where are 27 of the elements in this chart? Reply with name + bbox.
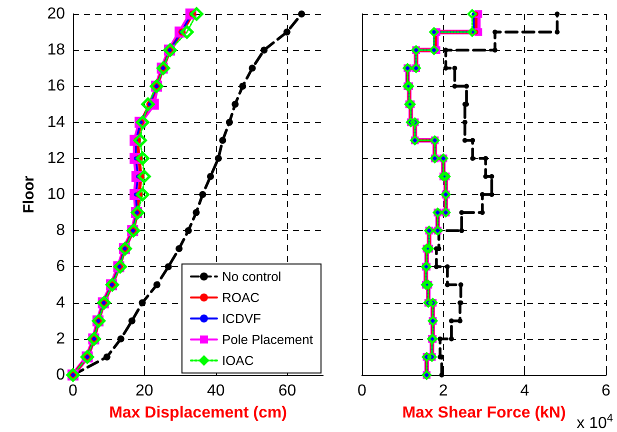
y-tick-label: 14 [47, 114, 66, 131]
y-axis-title: Floor [20, 176, 38, 214]
x-axis-title: Max Shear Force (kN) [402, 404, 566, 422]
y-tick-label: 16 [47, 78, 66, 95]
x-tick-label: 2 [438, 382, 448, 400]
y-tick-label: 10 [47, 186, 66, 203]
x-tick-label: 20 [136, 382, 154, 400]
y-tick-label: 0 [56, 366, 66, 384]
x-tick-label: 0 [68, 382, 78, 400]
x-axis-title: Max Displacement (cm) [109, 404, 287, 422]
y-tick-label: 8 [56, 222, 66, 240]
x-tick-label: 6 [602, 382, 611, 400]
legend-label: IOAC [222, 353, 254, 368]
y-tick-label: 4 [56, 294, 66, 312]
y-tick-label: 18 [47, 42, 66, 59]
x-tick-label: 0 [358, 382, 367, 400]
y-tick-label: 20 [47, 6, 66, 22]
legend-label: ROAC [222, 290, 260, 305]
y-tick-label: 12 [47, 150, 66, 167]
y-tick-label: 2 [56, 330, 66, 348]
y-tick-label: 6 [56, 258, 66, 276]
x-tick-label: 60 [278, 382, 296, 400]
legend-label: Pole Placement [222, 332, 314, 347]
legend-label: No control [222, 269, 282, 284]
legend-label: ICDVF [222, 311, 262, 326]
x-tick-label: 40 [206, 382, 225, 400]
x-tick-label: 4 [520, 382, 530, 400]
